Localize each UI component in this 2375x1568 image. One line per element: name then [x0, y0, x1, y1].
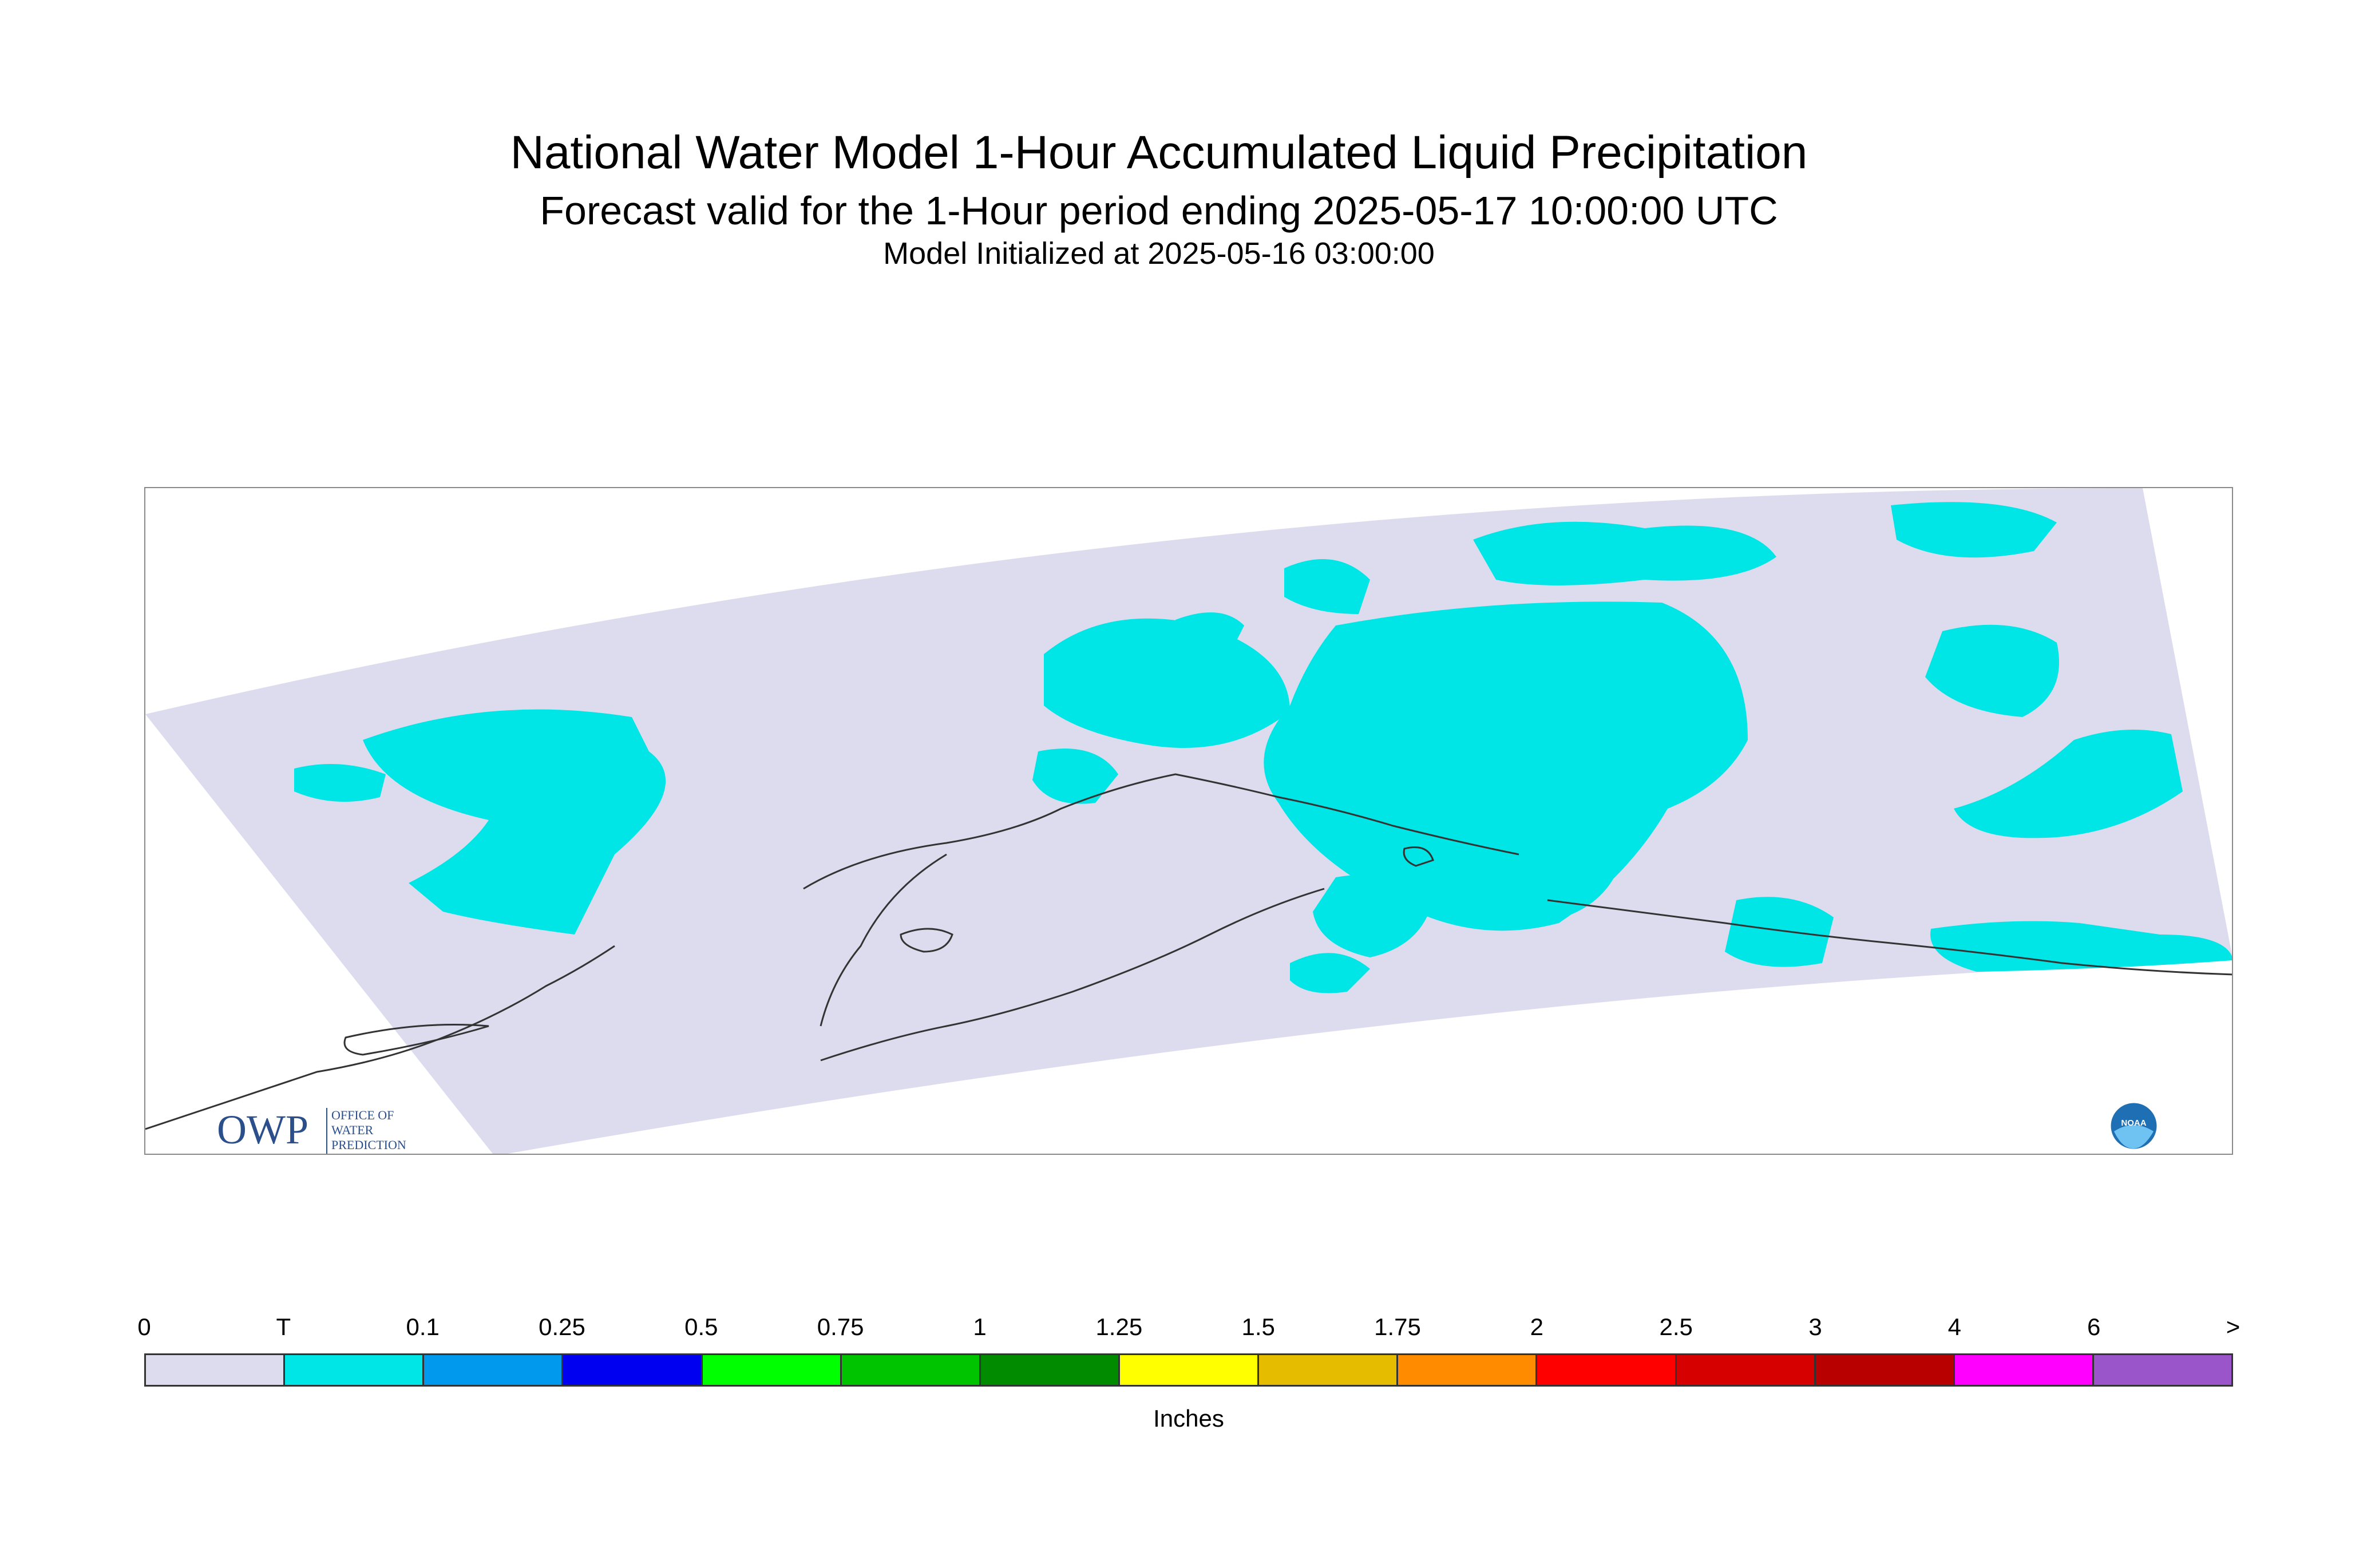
coastline-west	[145, 945, 615, 1130]
legend-tick-15: >	[2226, 1313, 2241, 1340]
legend-swatch-11	[1676, 1355, 1816, 1385]
legend-swatch-6	[980, 1355, 1120, 1385]
trace-area-southeast-edge	[1930, 921, 2232, 972]
noaa-logo-wave	[2114, 1125, 2154, 1149]
legend-swatch-5	[841, 1355, 981, 1385]
trace-area-southwest	[1290, 953, 1370, 993]
model-init-subtitle: Model Initialized at 2025-05-16 03:00:00	[883, 236, 1435, 271]
legend-swatch-8	[1259, 1355, 1399, 1385]
legend-tick-14: 6	[2087, 1313, 2101, 1340]
owp-logo-mark: OWP	[217, 1107, 308, 1153]
legend-tick-13: 4	[1948, 1313, 1962, 1340]
model-domain	[145, 488, 2232, 1154]
legend-tick-6: 1	[973, 1313, 987, 1340]
legend-swatch-2	[424, 1355, 564, 1385]
legend-tick-3: 0.25	[539, 1313, 585, 1340]
coastline-bay	[803, 773, 1519, 890]
coastline-peninsula	[820, 888, 1325, 1062]
trace-area-west-edge	[294, 764, 386, 802]
trace-area-large	[1264, 601, 1748, 931]
trace-area-center-north	[1044, 618, 1290, 748]
legend-swatch-14	[2093, 1355, 2232, 1385]
trace-area-east	[1925, 624, 2059, 717]
noaa-logo-mark: NOAA	[2121, 1118, 2146, 1128]
legend-units: Inches	[1153, 1405, 1224, 1432]
precip-trace-areas	[294, 502, 2232, 993]
forecast-valid-subtitle: Forecast valid for the 1-Hour period end…	[540, 188, 1778, 233]
legend-swatch-4	[702, 1355, 842, 1385]
coastline-south	[1547, 899, 2232, 976]
legend-swatch-10	[1537, 1355, 1677, 1385]
owp-logo-line3: PREDICTION	[331, 1138, 406, 1152]
lake-1	[900, 928, 953, 953]
legend-swatch-7	[1119, 1355, 1260, 1385]
legend-swatch-3	[563, 1355, 703, 1385]
trace-area-west-small	[1175, 612, 1244, 651]
legend-tick-0: 0	[137, 1313, 151, 1340]
legend-color-bar	[144, 1353, 2233, 1387]
trace-area-north-top	[1473, 521, 1776, 585]
legend-tick-9: 1.75	[1374, 1313, 1421, 1340]
legend-swatch-0	[146, 1355, 286, 1385]
legend-tick-7: 1.25	[1095, 1313, 1143, 1340]
island-west	[343, 1024, 489, 1056]
legend-tick-11: 2.5	[1659, 1313, 1693, 1340]
legend-tick-12: 3	[1808, 1313, 1822, 1340]
trace-area-south	[1313, 874, 1433, 957]
legend-swatch-1	[285, 1355, 425, 1385]
trace-area-center-north-small	[1284, 559, 1370, 614]
trace-area-southeast	[1725, 897, 1834, 967]
coastline-interior	[820, 853, 947, 1027]
legend-tick-1: T	[276, 1313, 291, 1340]
map-panel: OWP OFFICE OF WATER PREDICTION NOAA	[144, 487, 2233, 1155]
trace-area-northwest	[1032, 749, 1118, 804]
legend-tick-10: 2	[1530, 1313, 1544, 1340]
owp-logo-line2: WATER	[331, 1123, 374, 1137]
legend-tick-4: 0.5	[684, 1313, 718, 1340]
legend-swatch-13	[1954, 1355, 2094, 1385]
legend-tick-5: 0.75	[817, 1313, 864, 1340]
map-title: National Water Model 1-Hour Accumulated …	[510, 126, 1808, 179]
owp-logo: OWP OFFICE OF WATER PREDICTION	[217, 1103, 434, 1154]
color-legend: 0 T 0.1 0.25 0.5 0.75 1 1.25 1.5 1.75 2 2.5 3 4 6 > Inc…	[137, 1313, 2240, 1432]
map-canvas	[145, 488, 2232, 1154]
lake-2	[1403, 846, 1434, 867]
owp-logo-line1: OFFICE OF	[331, 1108, 394, 1122]
legend-tick-2: 0.1	[406, 1313, 440, 1340]
trace-area-east-edge	[1954, 730, 2183, 838]
legend-swatch-12	[1815, 1355, 1955, 1385]
coastlines	[145, 773, 2232, 1130]
noaa-logo: NOAA	[2109, 1102, 2158, 1150]
trace-area-west	[363, 709, 666, 935]
legend-tick-8: 1.5	[1241, 1313, 1275, 1340]
trace-area-northeast	[1891, 502, 2057, 558]
legend-swatch-9	[1398, 1355, 1538, 1385]
